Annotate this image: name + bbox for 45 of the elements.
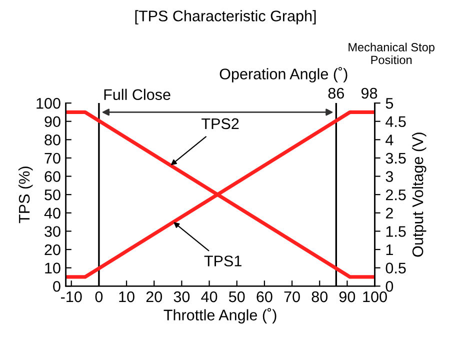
y2-tick-label: 0.5 — [386, 262, 406, 274]
x-tick-label: 40 — [201, 291, 218, 302]
ref-line-label: Full Close — [104, 88, 170, 100]
x-tick-label: 70 — [284, 291, 300, 302]
y-tick-label: 90 — [44, 116, 60, 128]
y2-tick-label: 2.5 — [386, 189, 406, 200]
x-tick-label: 10 — [119, 291, 134, 302]
x-tick-label: 80 — [312, 291, 328, 302]
y2-tick-label: 1 — [386, 244, 393, 256]
x-tick-label: 50 — [228, 291, 245, 302]
y2-tick-label: 4.5 — [386, 116, 406, 128]
y2-tick-label: 3.5 — [386, 152, 406, 164]
y-tick-label: 0 — [53, 280, 60, 292]
x-tick-label: 0 — [95, 291, 103, 302]
chart-title: [TPS Characteristic Graph] — [135, 10, 316, 24]
y-axis-title: TPS (%) — [18, 166, 33, 224]
x-tick-label: 30 — [174, 291, 190, 302]
x-tick-label: 100 — [363, 291, 387, 302]
annotation: TPS2 — [202, 118, 239, 130]
y-tick-label: 40 — [44, 208, 60, 219]
y-tick-label: 30 — [44, 226, 60, 237]
y2-tick-label: 2 — [386, 208, 393, 218]
y-tick-label: 100 — [36, 98, 60, 109]
x-tick-label: 20 — [146, 291, 162, 302]
x-tick-label: 60 — [256, 291, 272, 302]
y2-axis-title: Output Voltage (V) — [412, 132, 426, 257]
y2-tick-label: 5 — [386, 98, 394, 109]
y-tick-label: 80 — [44, 134, 60, 146]
x-tick-label: 90 — [339, 291, 356, 302]
y-tick-label: 20 — [44, 244, 60, 256]
x-tick-label: -10 — [61, 291, 82, 302]
annotation: TPS1 — [204, 256, 242, 266]
y2-tick-label: 0 — [386, 280, 394, 292]
x2-tick-label: 98 — [361, 88, 378, 99]
y2-tick-label: 3 — [386, 171, 394, 182]
y-tick-label: 60 — [44, 171, 60, 182]
y-tick-label: 70 — [44, 152, 60, 164]
text: Mechanical Stop Position — [348, 42, 434, 64]
x-axis-title: Throttle Angle (˚) — [164, 308, 276, 324]
x2-axis-title: Operation Angle (˚) — [220, 66, 348, 82]
y2-tick-label: 1.5 — [386, 226, 406, 237]
y2-tick-label: 4 — [386, 134, 394, 146]
y-tick-label: 50 — [44, 189, 60, 200]
y-tick-label: 10 — [45, 262, 60, 274]
x2-tick-label: 86 — [328, 88, 344, 99]
